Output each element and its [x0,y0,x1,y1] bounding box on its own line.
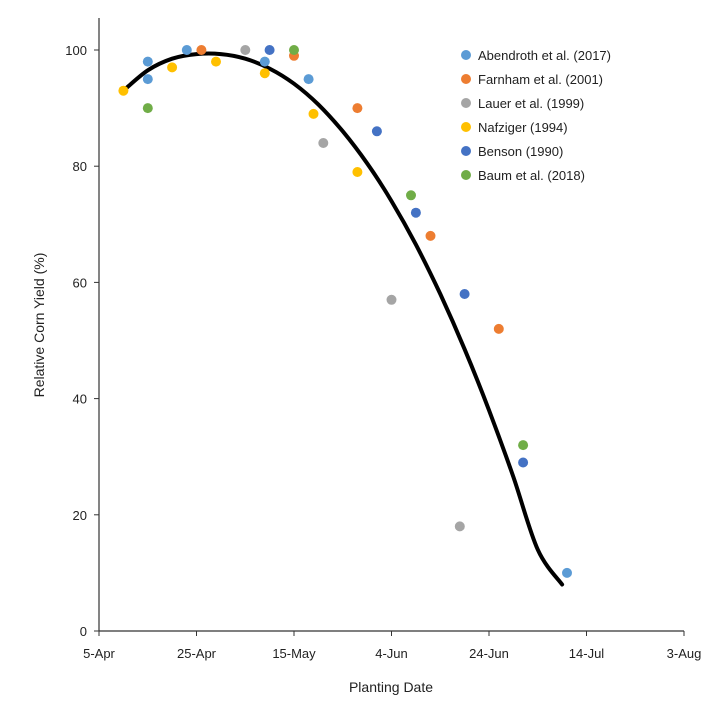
y-tick-label: 80 [73,159,87,174]
data-point-series-3 [318,138,329,148]
y-axis-ticks: 0 20 40 60 80 100 [65,43,99,639]
data-point-series-5 [410,207,421,218]
y-tick-label: 100 [65,43,87,58]
legend-label-series-6: Baum et al. (2018) [478,168,585,183]
data-point-series-6 [142,103,153,114]
x-axis-title: Planting Date [349,679,433,695]
x-tick-label: 14-Jul [569,646,605,661]
x-tick-label: 4-Jun [375,646,408,661]
x-tick-label: 24-Jun [469,646,509,661]
data-point-series-1 [142,74,153,85]
data-point-series-4 [259,68,270,79]
data-point-series-4 [118,85,129,96]
legend-marker-series-3 [461,98,471,108]
data-point-series-1 [259,56,270,67]
data-point-series-4 [352,167,363,177]
data-point-series-6 [406,190,416,201]
legend: Abendroth et al. (2017) Farnham et al. (2… [461,48,611,183]
legend-marker-series-6 [461,170,471,180]
data-point-series-4 [308,108,319,119]
data-point-series-5 [518,457,529,468]
y-tick-label: 0 [80,624,87,639]
data-point-series-4 [167,62,178,73]
x-tick-label: 5-Apr [83,646,115,661]
data-point-series-3 [454,521,465,532]
legend-label-series-1: Abendroth et al. (2017) [478,48,611,63]
legend-marker-series-5 [461,146,471,156]
y-tick-label: 60 [73,275,87,290]
data-point-series-3 [240,45,251,55]
data-point-series-1 [142,56,153,67]
legend-marker-series-1 [461,50,471,60]
data-point-series-4 [211,56,221,67]
data-point-series-3 [386,294,397,305]
x-axis-ticks: 5-Apr 25-Apr 15-May 4-Jun 24-Jun 14-Jul 3-Aug [83,631,701,661]
data-point-series-6 [289,45,299,55]
data-point-series-1 [562,567,572,578]
data-point-series-2 [493,323,504,334]
data-point-series-5 [264,45,275,55]
x-tick-label: 15-May [272,646,316,661]
data-point-series-2 [352,103,363,114]
data-points [118,45,572,578]
legend-label-series-4: Nafziger (1994) [478,120,568,135]
data-point-series-1 [303,74,314,85]
legend-marker-series-4 [461,122,471,132]
legend-label-series-3: Lauer et al. (1999) [478,96,584,111]
legend-marker-series-2 [461,74,471,84]
x-tick-label: 25-Apr [177,646,217,661]
data-point-series-2 [425,230,436,241]
data-point-series-6 [518,440,529,451]
data-point-series-5 [371,126,382,137]
trend-line [121,51,565,587]
legend-label-series-5: Benson (1990) [478,144,563,159]
x-tick-label: 3-Aug [667,646,702,661]
legend-label-series-2: Farnham et al. (2001) [478,72,603,87]
data-point-series-5 [459,289,470,299]
data-point-series-2 [196,45,207,55]
y-axis-title: Relative Corn Yield (%) [31,253,47,398]
y-tick-label: 40 [73,392,87,407]
data-point-series-1 [181,45,192,55]
y-tick-label: 20 [73,508,87,523]
